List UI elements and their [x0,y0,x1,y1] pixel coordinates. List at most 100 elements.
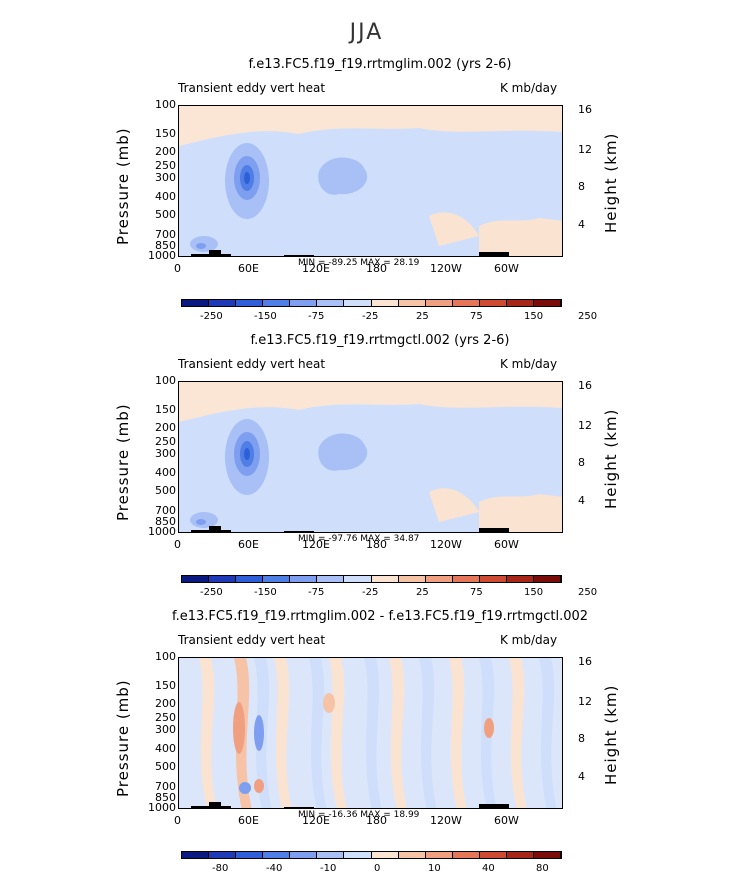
colorbar-swatch [344,852,372,858]
pressure-tick-label: 150 [155,679,176,692]
pressure-tick-label: 400 [155,190,176,203]
contour-region-blue [244,448,250,460]
longitude-tick-label: 0 [174,814,181,827]
colorbar-swatch [534,300,562,306]
panel-quantity-label: Transient eddy vert heat [178,633,326,647]
contour-streak [309,658,327,808]
contour-streak [509,658,527,808]
longitude-tick-label: 180 [366,814,387,827]
colorbar-swatch [506,576,535,582]
colorbar-swatch [317,852,345,858]
colorbar-label: -250 [200,587,223,598]
colorbar-swatch [236,576,264,582]
pressure-tick-label: 250 [155,435,176,448]
colorbar-swatch [182,852,210,858]
pressure-tick-label: 500 [155,208,176,221]
colorbar-swatch [425,576,453,582]
colorbar-swatch [236,300,264,306]
y-axis-right-label: Height (km) [602,684,620,785]
panel-title: f.e13.FC5.f19_f19.rrtmglim.002 - f.e13.F… [171,609,589,624]
colorbar-swatch [371,300,399,306]
contour-region-blue [196,243,206,249]
contour-streak [329,658,347,808]
height-tick-label: 16 [578,655,592,668]
colorbar-label: -250 [200,311,223,322]
topography-bar [479,252,509,256]
colorbar-swatch [182,576,210,582]
contour-streak [389,658,407,808]
colorbar-swatch [425,852,453,858]
colorbar-label: 75 [470,587,483,598]
contour-streak [449,658,467,808]
height-tick-label: 8 [578,456,585,469]
colorbar-swatch [452,300,480,306]
contour-field [179,404,562,532]
colorbar-swatch [534,576,562,582]
contour-region-blue [254,715,264,751]
height-tick-label: 8 [578,732,585,745]
colorbar-label: -75 [308,587,325,598]
longitude-tick-label: 60E [238,262,259,275]
colorbar-swatch [479,300,507,306]
colorbar-swatch [182,300,210,306]
pressure-tick-label: 300 [155,171,176,184]
colorbar-swatch [425,300,453,306]
pressure-tick-label: 400 [155,742,176,755]
longitude-tick-label: 0 [174,262,181,275]
panel-units-label: K mb/day [500,357,558,371]
contour-streak [364,658,382,808]
colorbar-swatch [290,300,318,306]
pressure-tick-label: 1000 [148,249,176,262]
colorbar-label: -25 [362,587,379,598]
contour-region-light-orange [429,488,479,522]
colorbar-swatch [263,576,291,582]
pressure-tick-label: 700 [155,504,176,517]
colorbar-swatch [317,576,345,582]
height-tick-label: 8 [578,180,585,193]
longitude-tick-label: 120E [302,814,330,827]
colorbar-swatch [344,300,372,306]
pressure-tick-label: 300 [155,723,176,736]
topography-bar [284,255,314,256]
pressure-tick-label: 850 [155,239,176,252]
contour-field [179,128,562,256]
colorbar-label: 80 [536,863,549,874]
height-tick-label: 16 [578,103,592,116]
contour-region-light-orange [479,218,562,256]
pressure-tick-label: 200 [155,421,176,434]
pressure-tick-label: 500 [155,760,176,773]
contour-field [179,658,562,808]
height-tick-label: 4 [578,218,585,231]
contour-region-light-orange [479,494,562,532]
min-max-label: MIN = -16.36 MAX = 18.99 [298,810,420,820]
contour-region-orange [323,693,335,713]
pressure-tick-label: 150 [155,127,176,140]
contour-region-blue [318,157,368,195]
colorbar [181,851,562,859]
colorbar-label: 150 [524,587,544,598]
colorbar-label: -75 [308,311,325,322]
height-tick-label: 12 [578,695,592,708]
colorbar-swatch [263,300,291,306]
contour-plot [178,657,563,809]
pressure-tick-label: 700 [155,780,176,793]
colorbar [181,299,562,307]
panel-title: f.e13.FC5.f19_f19.rrtmglim.002 (yrs 2-6) [248,57,512,72]
height-tick-label: 4 [578,494,585,507]
longitude-tick-label: 60E [238,538,259,551]
topography-bar [209,526,221,532]
colorbar-swatch [452,576,480,582]
pressure-tick-label: 100 [155,374,176,387]
contour-streak [539,658,557,808]
contour-region-light-orange [429,212,479,246]
colorbar-swatch [371,852,399,858]
y-axis-right-label: Height (km) [602,132,620,233]
contour-streak [274,658,292,808]
colorbar-swatch [290,576,318,582]
colorbar-swatch [344,576,372,582]
pressure-tick-label: 250 [155,159,176,172]
colorbar-swatch [506,300,535,306]
longitude-tick-label: 120W [430,538,462,551]
pressure-tick-label: 200 [155,697,176,710]
colorbar-swatch [263,852,291,858]
